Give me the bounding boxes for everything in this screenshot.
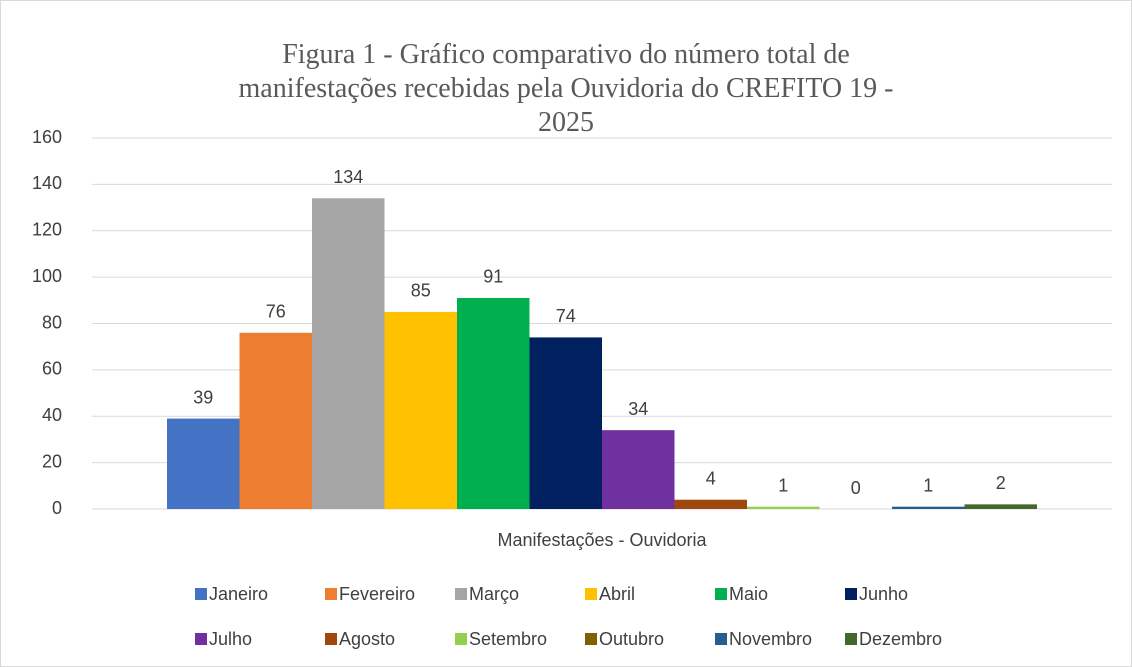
legend-label: Dezembro xyxy=(859,629,942,649)
data-label: 91 xyxy=(483,267,503,287)
data-label: 85 xyxy=(411,281,431,301)
legend-swatch xyxy=(845,633,857,645)
data-label: 4 xyxy=(706,468,716,488)
legend-swatch xyxy=(325,588,337,600)
legend-swatch xyxy=(715,633,727,645)
y-tick-label: 100 xyxy=(32,266,62,286)
legend-label: Fevereiro xyxy=(339,584,415,604)
bar xyxy=(384,311,457,509)
legend-swatch xyxy=(845,588,857,600)
legend-label: Novembro xyxy=(729,629,812,649)
bar xyxy=(457,297,530,509)
legend-label: Abril xyxy=(599,584,635,604)
data-label: 39 xyxy=(193,387,213,407)
legend-label: Outubro xyxy=(599,629,664,649)
data-label: 74 xyxy=(556,306,576,326)
bar xyxy=(312,198,385,509)
data-label: 2 xyxy=(996,473,1006,493)
y-tick-label: 140 xyxy=(32,173,62,193)
bar xyxy=(747,506,820,509)
x-tick-label: Manifestações - Ouvidoria xyxy=(497,530,707,550)
y-tick-label: 40 xyxy=(42,405,62,425)
bar xyxy=(239,332,312,509)
legend-swatch xyxy=(455,633,467,645)
legend-swatch xyxy=(325,633,337,645)
legend-swatch xyxy=(715,588,727,600)
chart-title: Figura 1 - Gráfico comparativo do número… xyxy=(238,39,894,138)
legend-swatch xyxy=(195,588,207,600)
data-label: 1 xyxy=(778,475,788,495)
y-tick-label: 160 xyxy=(32,127,62,147)
legend-swatch xyxy=(585,633,597,645)
bar xyxy=(674,499,747,509)
bar xyxy=(964,504,1037,509)
bar xyxy=(529,337,602,509)
legend-label: Março xyxy=(469,584,519,604)
data-label: 76 xyxy=(266,302,286,322)
y-tick-label: 120 xyxy=(32,220,62,240)
y-tick-label: 0 xyxy=(52,498,62,518)
legend-swatch xyxy=(455,588,467,600)
bar xyxy=(167,418,240,509)
legend-label: Maio xyxy=(729,584,768,604)
bar xyxy=(602,430,675,509)
legend-label: Junho xyxy=(859,584,908,604)
legend-label: Janeiro xyxy=(209,584,268,604)
legend-swatch xyxy=(585,588,597,600)
data-label: 0 xyxy=(851,478,861,498)
data-label: 34 xyxy=(628,399,648,419)
bar xyxy=(892,506,965,509)
legend-label: Julho xyxy=(209,629,252,649)
data-label: 134 xyxy=(333,167,363,187)
legend-swatch xyxy=(195,633,207,645)
data-label: 1 xyxy=(923,475,933,495)
legend-label: Agosto xyxy=(339,629,395,649)
legend-label: Setembro xyxy=(469,629,547,649)
y-tick-label: 60 xyxy=(42,359,62,379)
y-tick-label: 20 xyxy=(42,451,62,471)
y-tick-label: 80 xyxy=(42,312,62,332)
